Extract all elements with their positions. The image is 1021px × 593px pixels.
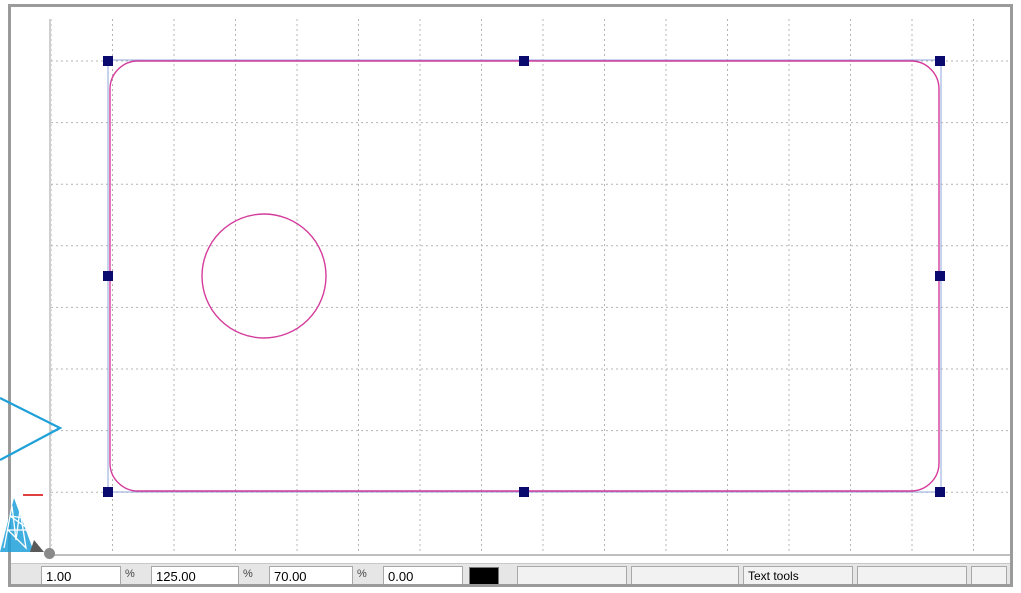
width-unit: %	[243, 568, 253, 580]
grid-lines	[50, 19, 1010, 553]
handle-top-left[interactable]	[103, 56, 113, 66]
line-color-swatch[interactable]	[469, 567, 499, 584]
red-tick-mark	[23, 494, 43, 496]
width-field[interactable]: 125.00	[151, 566, 239, 584]
handle-bottom-right[interactable]	[935, 487, 945, 497]
horizontal-axis-line	[49, 554, 1010, 556]
canvas-svg	[50, 19, 1010, 553]
status-bar: 1.00 % 125.00 % 70.00 % 0.00 Text tools	[11, 563, 1010, 584]
handle-top-center[interactable]	[519, 56, 529, 66]
handle-bottom-left[interactable]	[103, 487, 113, 497]
rounded-rectangle-shape[interactable]	[109, 60, 940, 492]
selection-handles	[103, 56, 945, 497]
handle-bottom-center[interactable]	[519, 487, 529, 497]
vertical-axis-line	[49, 19, 51, 557]
origin-marker[interactable]	[44, 548, 55, 559]
drawing-canvas[interactable]	[11, 7, 1010, 553]
height-unit: %	[357, 568, 367, 580]
handle-middle-right[interactable]	[935, 271, 945, 281]
editor-window: 1.00 % 125.00 % 70.00 % 0.00 Text tools	[8, 4, 1013, 587]
status-panel-4	[857, 566, 967, 584]
stroke-width-unit: %	[125, 568, 135, 580]
height-field[interactable]: 70.00	[269, 566, 353, 584]
stroke-width-field[interactable]: 1.00	[41, 566, 121, 584]
rotation-field[interactable]: 0.00	[383, 566, 463, 584]
status-panel-5	[971, 566, 1007, 584]
selection-box	[107, 59, 942, 493]
text-tools-panel[interactable]: Text tools	[743, 566, 853, 584]
handle-top-right[interactable]	[935, 56, 945, 66]
status-panel-2	[631, 566, 739, 584]
handle-middle-left[interactable]	[103, 271, 113, 281]
circle-shape[interactable]	[201, 213, 327, 339]
status-panel-1	[517, 566, 627, 584]
